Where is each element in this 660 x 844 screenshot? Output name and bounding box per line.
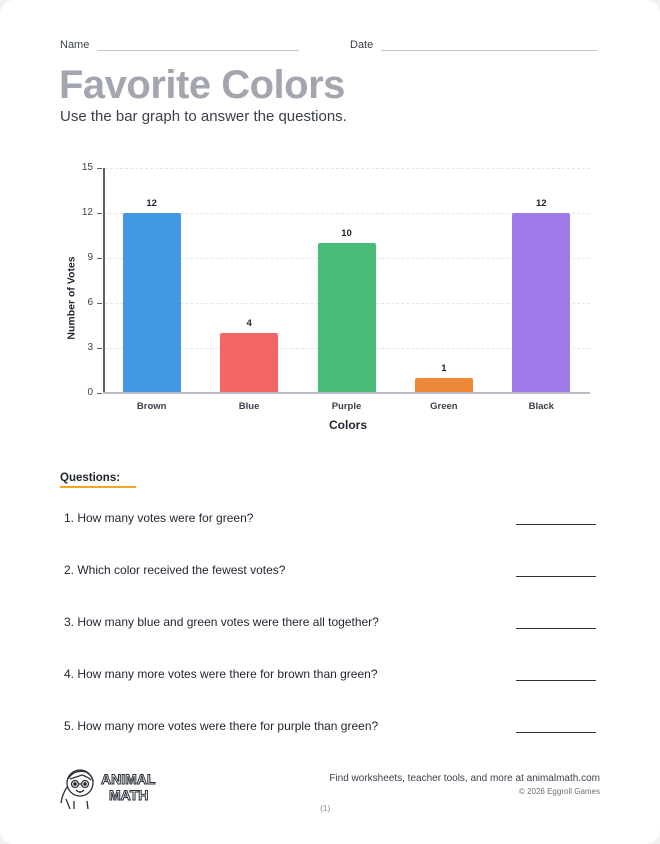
bar-value-label: 4 (246, 318, 252, 329)
bar-value-label: 1 (441, 363, 447, 374)
name-label: Name (60, 39, 90, 51)
bar-green (414, 378, 473, 392)
x-tick-label: Purple (331, 401, 362, 412)
question-text: 3. How many blue and green votes were th… (64, 615, 379, 629)
name-line[interactable] (97, 50, 300, 51)
question-4: 4. How many more votes were there for br… (64, 667, 596, 687)
bar-brown (122, 213, 181, 392)
questions-header: Questions: (60, 472, 136, 488)
answer-line[interactable] (516, 524, 596, 525)
answer-line[interactable] (516, 576, 596, 577)
page-subtitle: Use the bar graph to answer the question… (60, 108, 347, 125)
svg-text:ANIMAL: ANIMAL (101, 771, 156, 787)
bar-blue (220, 333, 279, 392)
y-tick (97, 213, 102, 214)
svg-text:MATH: MATH (109, 787, 148, 803)
question-text: 1. How many votes were for green? (64, 511, 254, 525)
y-tick-label: 12 (81, 207, 93, 218)
x-tick-label: Blue (238, 401, 260, 412)
question-5: 5. How many more votes were there for pu… (64, 719, 596, 739)
question-text: 5. How many more votes were there for pu… (64, 719, 379, 733)
x-tick-label: Green (430, 401, 458, 412)
x-axis (103, 392, 590, 394)
footer-tagline: Find worksheets, teacher tools, and more… (329, 773, 600, 784)
date-field[interactable]: Date (350, 38, 598, 52)
header-fields: Name Date (60, 38, 600, 54)
question-text: 4. How many more votes were there for br… (64, 667, 378, 681)
y-tick (97, 258, 102, 259)
page-number: (1) (320, 803, 331, 813)
footer-text: Find worksheets, teacher tools, and more… (329, 773, 600, 796)
bar-value-label: 10 (341, 228, 352, 239)
y-tick (97, 348, 102, 349)
y-tick-label: 15 (81, 162, 93, 173)
x-tick-label: Black (528, 401, 554, 412)
girl-mascot-icon (60, 769, 94, 809)
name-field[interactable]: Name (60, 38, 300, 52)
date-line[interactable] (381, 50, 598, 51)
y-tick-label: 9 (87, 252, 93, 263)
y-axis (103, 168, 105, 394)
logo-text: ANIMAL MATH (101, 771, 157, 804)
x-axis-title: Colors (328, 418, 367, 432)
gridline (105, 168, 590, 169)
y-tick-label: 3 (87, 342, 93, 353)
y-tick (97, 303, 102, 304)
question-3: 3. How many blue and green votes were th… (64, 615, 596, 635)
page-title: Favorite Colors (59, 63, 345, 107)
question-1: 1. How many votes were for green? (64, 511, 596, 531)
plot-area: 0 3 6 9 12 15 12 Brown 4 Blue 10 Purple 1 Green 12 Blac… (82, 162, 590, 412)
bar-black (512, 213, 571, 392)
answer-line[interactable] (516, 732, 596, 733)
question-2: 2. Which color received the fewest votes… (64, 563, 596, 583)
answer-line[interactable] (516, 628, 596, 629)
bar-purple (317, 243, 376, 392)
x-tick-label: Brown (136, 401, 167, 412)
question-text: 2. Which color received the fewest votes… (64, 563, 286, 577)
answer-line[interactable] (516, 680, 596, 681)
footer-copyright: © 2026 Eggroll Games (518, 787, 600, 796)
y-tick-label: 0 (87, 387, 93, 398)
y-tick (97, 168, 102, 169)
bar-value-label: 12 (146, 198, 157, 209)
gridline (105, 213, 590, 214)
y-tick (97, 393, 102, 394)
animal-math-logo: ANIMAL MATH (60, 769, 157, 809)
y-tick-label: 6 (87, 297, 93, 308)
date-label: Date (350, 39, 374, 51)
bar-chart: Number of Votes 0 3 6 9 12 15 12 Brown 4 Blue 10 Pu… (60, 158, 600, 438)
bar-value-label: 12 (536, 198, 547, 209)
